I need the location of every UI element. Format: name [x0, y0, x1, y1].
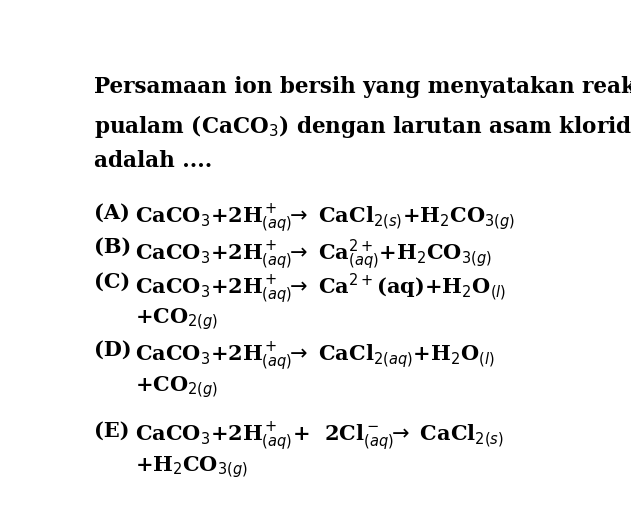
Text: CaCO$_3$+2H$^+_{(aq)}$+  2Cl$^-_{(aq)}\!\!\to$ CaCl$_{2(s)}$: CaCO$_3$+2H$^+_{(aq)}$+ 2Cl$^-_{(aq)}\!\… [135, 420, 504, 452]
Text: (C): (C) [93, 271, 130, 291]
Text: pualam (CaCO$_3$) dengan larutan asam klorida: pualam (CaCO$_3$) dengan larutan asam kl… [93, 113, 631, 140]
Text: +CO$_{2(g)}$: +CO$_{2(g)}$ [135, 374, 218, 399]
Text: (B): (B) [93, 237, 131, 257]
Text: (D): (D) [93, 339, 131, 360]
Text: CaCO$_3$+2H$^+_{(aq)}\!\!\to$ Ca$^{2+}_{(aq)}$+H$_2$CO$_{3(g)}$: CaCO$_3$+2H$^+_{(aq)}\!\!\to$ Ca$^{2+}_{… [135, 237, 492, 271]
Text: +H$_2$CO$_{3(g)}$: +H$_2$CO$_{3(g)}$ [135, 453, 248, 479]
Text: CaCO$_3$+2H$^+_{(aq)}\!\!\to$ Ca$^{2+}$(aq)+H$_2$O$_{(l)}$: CaCO$_3$+2H$^+_{(aq)}\!\!\to$ Ca$^{2+}$(… [135, 271, 507, 306]
Text: +CO$_{2(g)}$: +CO$_{2(g)}$ [135, 305, 218, 331]
Text: adalah ....: adalah .... [93, 150, 212, 172]
Text: (E): (E) [93, 420, 129, 439]
Text: (A): (A) [93, 203, 129, 223]
Text: CaCO$_3$+2H$^+_{(aq)}\!\!\to$ CaCl$_{2(aq)}$+H$_2$O$_{(l)}$: CaCO$_3$+2H$^+_{(aq)}\!\!\to$ CaCl$_{2(a… [135, 339, 495, 372]
Text: CaCO$_3$+2H$^+_{(aq)}\!\!\to$ CaCl$_{2(s)}$+H$_2$CO$_{3(g)}$: CaCO$_3$+2H$^+_{(aq)}\!\!\to$ CaCl$_{2(s… [135, 203, 516, 235]
Text: Persamaan ion bersih yang menyatakan reaksi: Persamaan ion bersih yang menyatakan rea… [93, 76, 631, 98]
